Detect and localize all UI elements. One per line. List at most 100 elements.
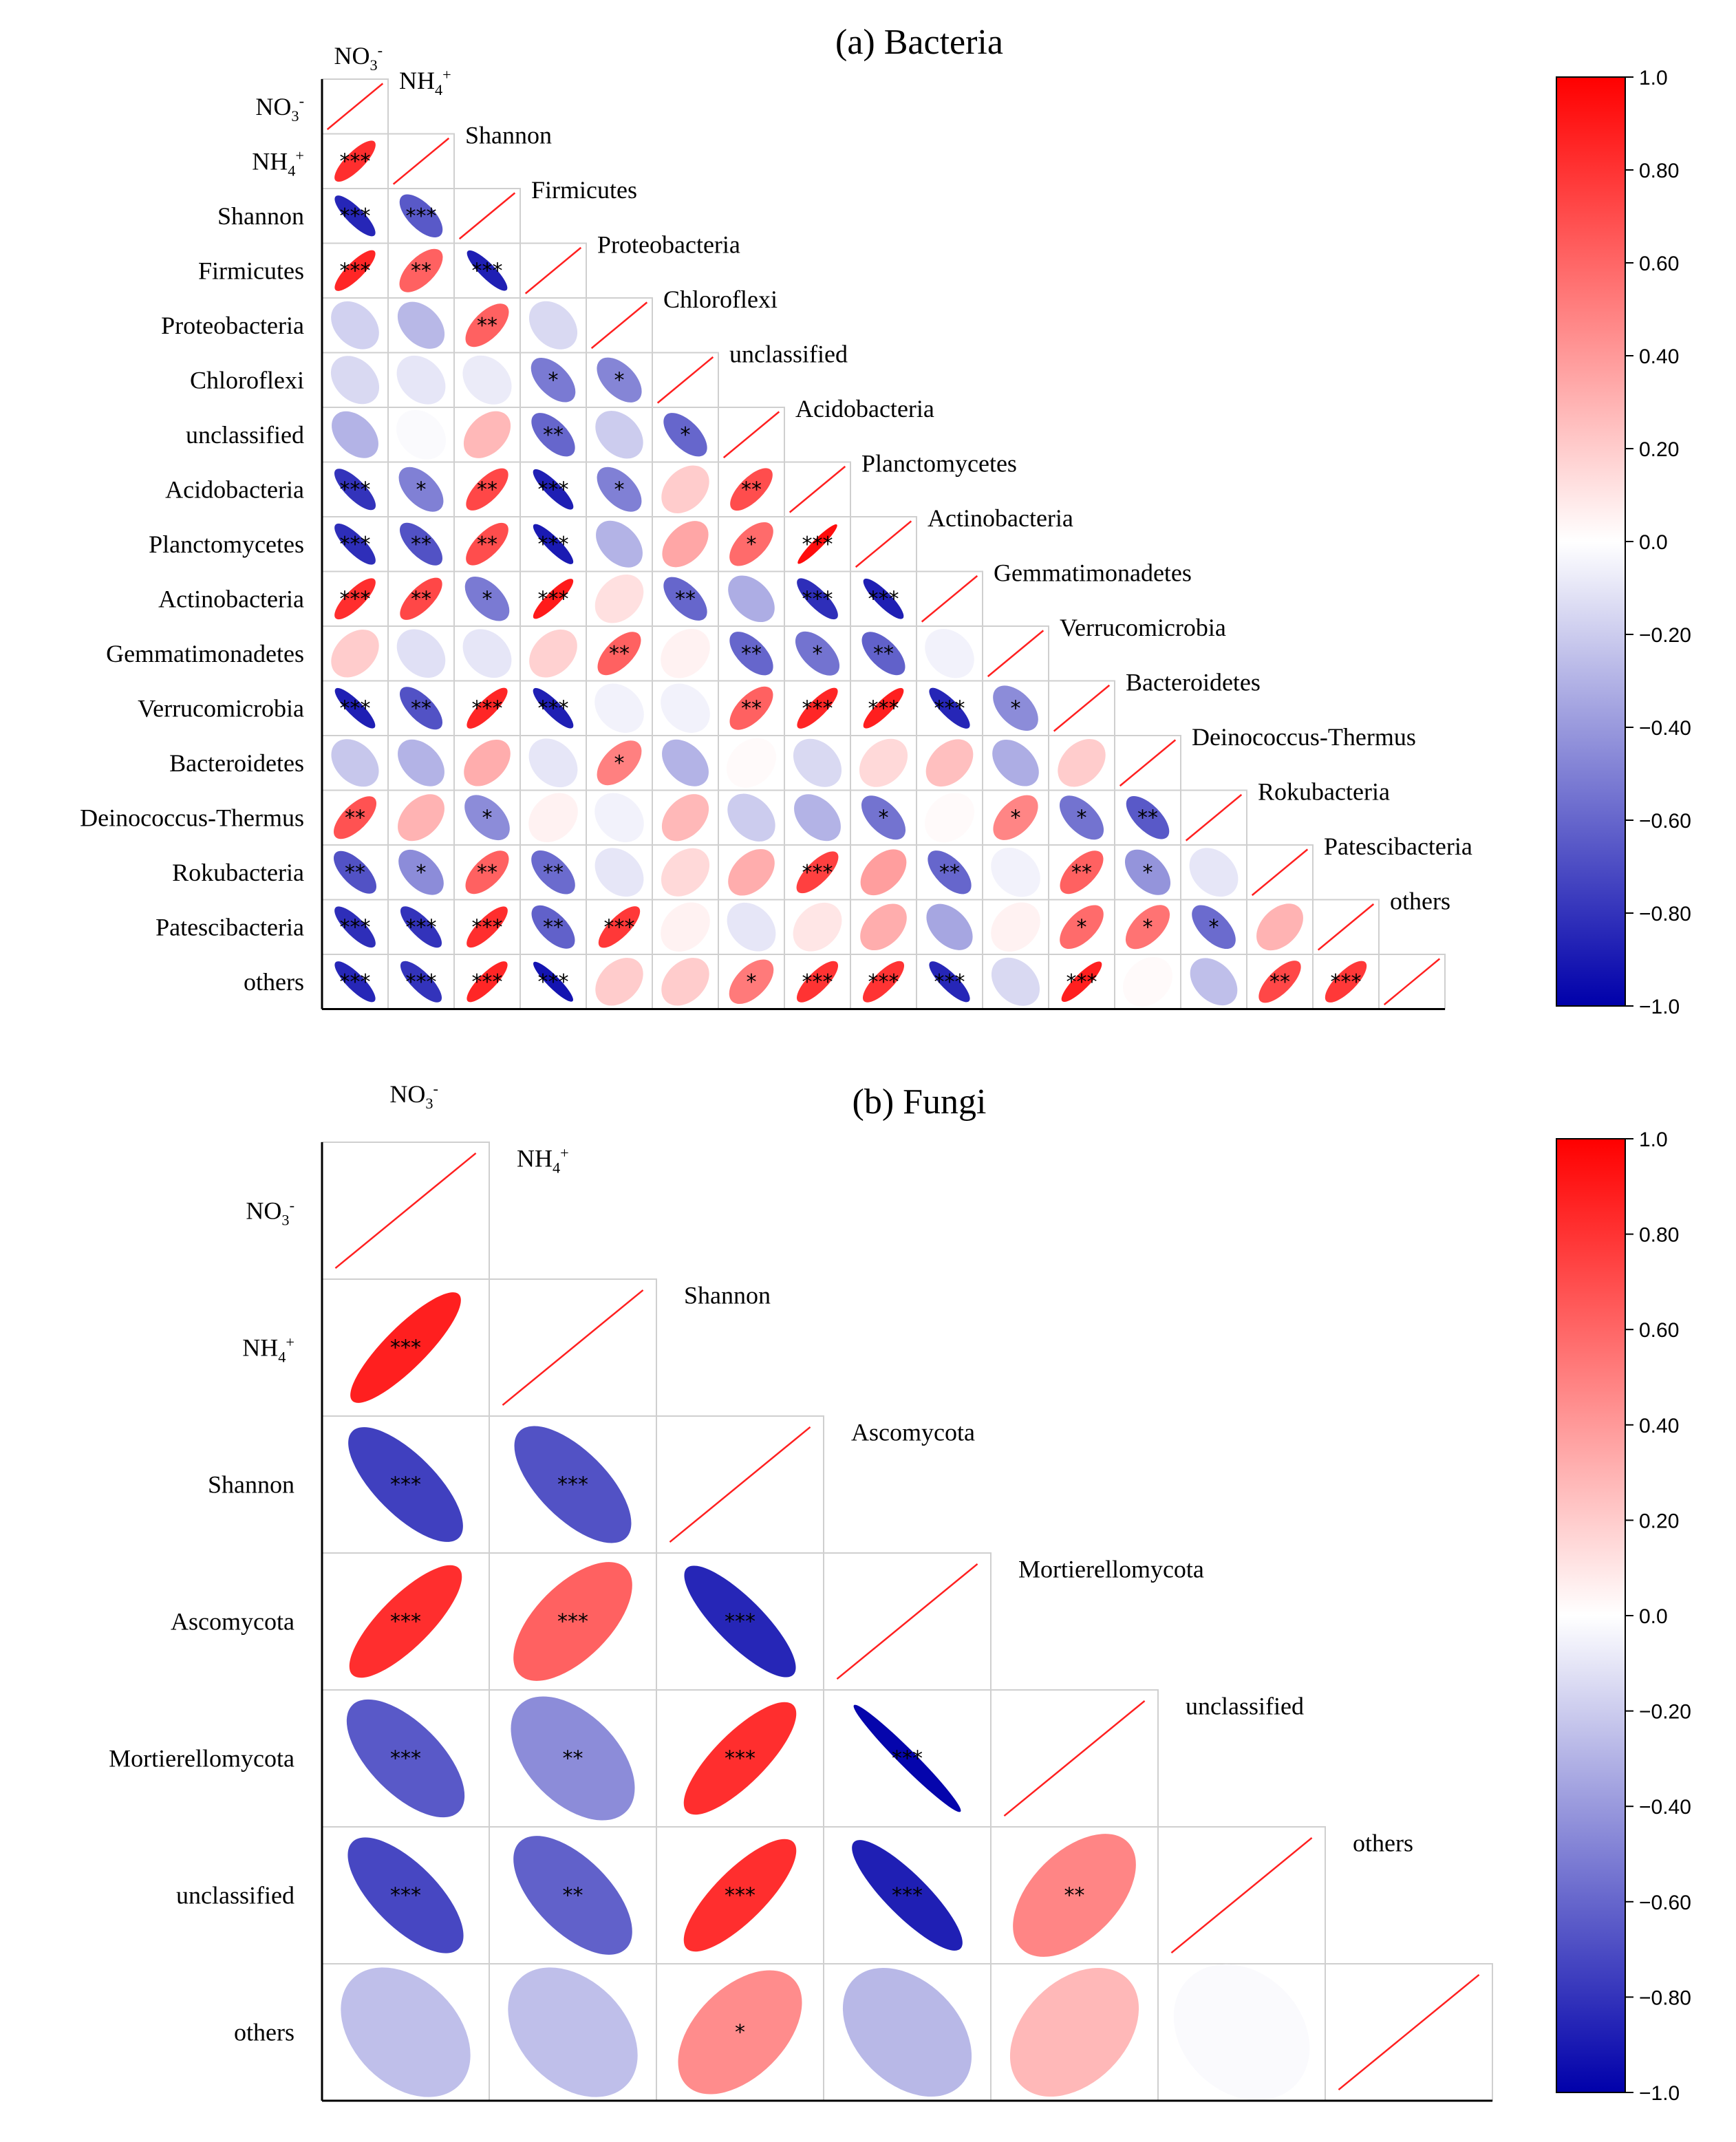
diagonal-cell-shannon (656, 1415, 824, 1554)
cell-planctomycetes-unclassified: * (718, 516, 785, 572)
colorbar-tick-label: 0.0 (1639, 531, 1668, 554)
cell-unclassified-chloroflexi: * (652, 407, 719, 463)
significance-mark: *** (868, 970, 899, 994)
cell-rokubacteria-gemmatimonadetes (982, 844, 1049, 901)
row-label-no3: NO3- (255, 92, 304, 125)
colorbar-tick-label: −0.40 (1639, 1796, 1691, 1819)
cell-others-rokubacteria: ** (1246, 954, 1314, 1010)
row-label-unclassified: unclassified (176, 1882, 294, 1909)
diagonal-cell-deinococcus-thermus (1180, 789, 1247, 846)
cell-verrucomicrobia-nh4: ** (387, 680, 455, 736)
significance-mark: ** (1064, 1884, 1085, 1908)
correlation-ellipse (334, 469, 376, 511)
diagonal-cell-bacteroidetes (1114, 735, 1181, 791)
colorbar-tick-label: 0.80 (1639, 1224, 1679, 1247)
cell-actinobacteria-acidobacteria: *** (784, 570, 851, 627)
diagonal-cell-no3 (321, 1142, 490, 1280)
cell-bacteroidetes-firmicutes (519, 735, 587, 791)
cell-patescibacteria-deinococcus-thermus: * (1180, 899, 1247, 955)
correlation-ellipse (683, 1839, 797, 1952)
correlation-ellipse (508, 1967, 638, 2097)
correlation-ellipse (862, 961, 905, 1003)
cell-bacteroidetes-acidobacteria (784, 735, 851, 791)
significance-mark: * (1011, 806, 1021, 830)
cell-rokubacteria-bacteroidetes: * (1114, 844, 1181, 901)
cell-verrucomicrobia-shannon: *** (453, 680, 521, 736)
cell-shannon-no3: *** (321, 1415, 490, 1554)
correlation-ellipse (465, 303, 509, 347)
cell-proteobacteria-firmicutes (519, 297, 587, 354)
significance-mark: *** (1067, 970, 1097, 994)
correlation-ellipse (663, 577, 707, 621)
cell-ascomycota-shannon: *** (656, 1552, 824, 1691)
correlation-ellipse (399, 522, 443, 566)
significance-mark: * (1143, 915, 1153, 939)
colorbar-tick-label: 0.60 (1639, 1319, 1679, 1342)
correlation-ellipse (727, 738, 776, 788)
significance-mark: *** (390, 1884, 421, 1908)
significance-mark: * (1077, 806, 1087, 830)
correlation-ellipse (662, 521, 709, 568)
cell-gemmatimonadetes-shannon (453, 625, 521, 682)
colorbar-tick-label: 0.20 (1639, 438, 1679, 461)
significance-mark: *** (538, 478, 569, 502)
cell-unclassified-nh4: ** (489, 1826, 657, 1964)
cell-bacteroidetes-shannon (453, 735, 521, 791)
colorbar-tick-label: 0.40 (1639, 1415, 1679, 1437)
correlation-ellipse (861, 632, 905, 676)
significance-mark: ** (477, 314, 497, 338)
diagonal-cell-rokubacteria (1246, 844, 1314, 901)
correlation-ellipse (727, 902, 776, 952)
cell-firmicutes-shannon: *** (453, 242, 521, 299)
row-label-bacteroidetes: Bacteroidetes (169, 749, 304, 777)
correlation-ellipse (594, 848, 644, 897)
cell-others-proteobacteria (586, 954, 653, 1010)
significance-mark: * (614, 478, 625, 502)
significance-mark: *** (340, 970, 371, 994)
colorbar-gradient (1556, 1138, 1626, 2093)
column-label-unclassified: unclassified (729, 340, 848, 367)
correlation-ellipse (595, 958, 643, 1006)
cell-actinobacteria-nh4: ** (387, 570, 455, 627)
correlation-ellipse (462, 629, 512, 678)
cell-patescibacteria-actinobacteria (916, 899, 983, 955)
significance-mark: ** (345, 806, 365, 830)
correlation-ellipse (330, 356, 380, 405)
significance-mark: *** (538, 696, 569, 720)
diagonal-cell-others (1325, 1963, 1493, 2101)
cell-acidobacteria-shannon: ** (453, 461, 521, 517)
correlation-ellipse (597, 632, 641, 676)
cell-deinococcus-thermus-planctomycetes: * (850, 789, 917, 846)
colorbar-tick-label: −0.60 (1639, 1892, 1691, 1914)
cell-actinobacteria-proteobacteria (586, 570, 653, 627)
correlation-ellipse (1189, 848, 1239, 897)
row-label-planctomycetes: Planctomycetes (149, 531, 304, 558)
significance-mark: *** (538, 970, 569, 994)
cell-rokubacteria-proteobacteria (586, 844, 653, 901)
significance-mark: * (1077, 915, 1087, 939)
correlation-ellipse (860, 903, 907, 951)
cell-ascomycota-no3: *** (321, 1552, 490, 1691)
correlation-ellipse (796, 851, 839, 894)
row-label-patescibacteria: Patescibacteria (156, 913, 304, 941)
cell-verrucomicrobia-planctomycetes: *** (850, 680, 917, 736)
row-label-unclassified: unclassified (186, 421, 304, 449)
correlation-ellipse (533, 524, 574, 564)
significance-mark: ** (411, 587, 431, 611)
correlation-ellipse (466, 468, 508, 511)
row-label-others: others (234, 2019, 294, 2046)
row-label-acidobacteria: Acidobacteria (165, 475, 304, 503)
significance-mark: *** (604, 915, 635, 939)
cell-rokubacteria-actinobacteria: ** (916, 844, 983, 901)
column-label-deinococcus-thermus: Deinococcus-Thermus (1192, 723, 1416, 751)
cell-gemmatimonadetes-acidobacteria: * (784, 625, 851, 682)
correlation-ellipse (852, 1840, 963, 1951)
significance-mark: ** (1269, 970, 1290, 994)
significance-mark: ** (543, 861, 564, 885)
correlation-ellipse (533, 469, 574, 510)
cell-deinococcus-thermus-firmicutes (519, 789, 587, 846)
correlation-ellipse (1123, 956, 1172, 1007)
significance-mark: *** (472, 915, 503, 939)
correlation-ellipse (842, 1967, 972, 2097)
correlation-ellipse (398, 739, 444, 786)
